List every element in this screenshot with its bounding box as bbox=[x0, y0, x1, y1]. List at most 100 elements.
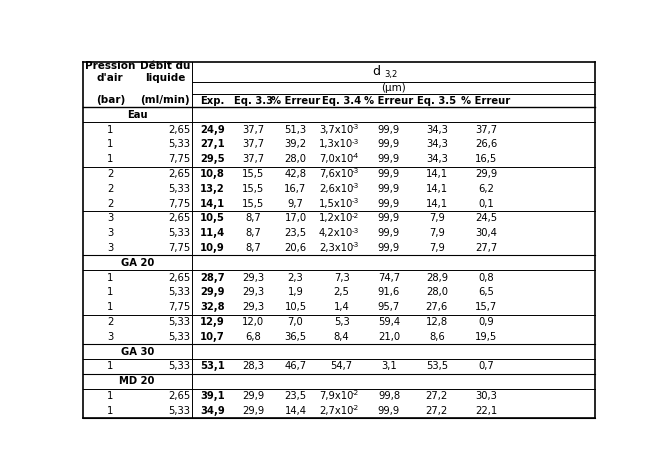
Text: 0,7: 0,7 bbox=[478, 361, 494, 372]
Text: GA 30: GA 30 bbox=[120, 346, 154, 356]
Text: 46,7: 46,7 bbox=[284, 361, 307, 372]
Text: 10,5: 10,5 bbox=[200, 213, 225, 223]
Text: 91,6: 91,6 bbox=[378, 287, 400, 297]
Text: 15,5: 15,5 bbox=[242, 184, 264, 194]
Text: 15,5: 15,5 bbox=[242, 199, 264, 209]
Text: 34,3: 34,3 bbox=[426, 139, 447, 149]
Text: 20,6: 20,6 bbox=[284, 243, 307, 253]
Text: 2: 2 bbox=[107, 199, 114, 209]
Text: -2: -2 bbox=[352, 213, 359, 219]
Text: 23,5: 23,5 bbox=[284, 228, 307, 238]
Text: 2,6x10: 2,6x10 bbox=[319, 184, 353, 194]
Text: 0,9: 0,9 bbox=[478, 317, 494, 327]
Text: 5,33: 5,33 bbox=[168, 406, 190, 416]
Text: 1,2x10: 1,2x10 bbox=[319, 213, 353, 223]
Text: 2,5: 2,5 bbox=[334, 287, 350, 297]
Text: 26,6: 26,6 bbox=[475, 139, 497, 149]
Text: 74,7: 74,7 bbox=[378, 273, 400, 283]
Text: 5,33: 5,33 bbox=[168, 332, 190, 342]
Text: 10,9: 10,9 bbox=[200, 243, 225, 253]
Text: 2,65: 2,65 bbox=[168, 213, 190, 223]
Text: 37,7: 37,7 bbox=[242, 154, 264, 164]
Text: 7,3: 7,3 bbox=[334, 273, 350, 283]
Text: 14,1: 14,1 bbox=[200, 199, 225, 209]
Text: 99,9: 99,9 bbox=[378, 154, 400, 164]
Text: 14,1: 14,1 bbox=[426, 199, 448, 209]
Text: 5,33: 5,33 bbox=[168, 317, 190, 327]
Text: 34,3: 34,3 bbox=[426, 154, 447, 164]
Text: 53,1: 53,1 bbox=[200, 361, 225, 372]
Text: -3: -3 bbox=[352, 228, 359, 234]
Text: 27,1: 27,1 bbox=[200, 139, 225, 149]
Text: -3: -3 bbox=[352, 124, 359, 130]
Text: 29,3: 29,3 bbox=[242, 302, 264, 312]
Text: 37,7: 37,7 bbox=[242, 139, 264, 149]
Text: 42,8: 42,8 bbox=[284, 169, 307, 179]
Text: 22,1: 22,1 bbox=[475, 406, 497, 416]
Text: 37,7: 37,7 bbox=[242, 125, 264, 135]
Text: 34,3: 34,3 bbox=[426, 125, 447, 135]
Text: 6,2: 6,2 bbox=[478, 184, 494, 194]
Text: 7,9: 7,9 bbox=[429, 213, 445, 223]
Text: 5,3: 5,3 bbox=[334, 317, 350, 327]
Text: 3: 3 bbox=[107, 228, 114, 238]
Text: -3: -3 bbox=[352, 183, 359, 189]
Text: 11,4: 11,4 bbox=[200, 228, 225, 238]
Text: 29,3: 29,3 bbox=[242, 287, 264, 297]
Text: 28,7: 28,7 bbox=[200, 273, 225, 283]
Text: 32,8: 32,8 bbox=[200, 302, 225, 312]
Text: 12,0: 12,0 bbox=[242, 317, 264, 327]
Text: 1: 1 bbox=[107, 125, 114, 135]
Text: 21,0: 21,0 bbox=[378, 332, 400, 342]
Text: 7,0: 7,0 bbox=[288, 317, 303, 327]
Text: 2,65: 2,65 bbox=[168, 273, 190, 283]
Text: 3,7x10: 3,7x10 bbox=[319, 125, 353, 135]
Text: 7,9x10: 7,9x10 bbox=[319, 391, 353, 401]
Text: 3,1: 3,1 bbox=[381, 361, 397, 372]
Text: -4: -4 bbox=[352, 154, 359, 159]
Text: Eq. 3.5: Eq. 3.5 bbox=[417, 96, 457, 106]
Text: 3,2: 3,2 bbox=[384, 70, 397, 79]
Text: 1: 1 bbox=[107, 287, 114, 297]
Text: 95,7: 95,7 bbox=[378, 302, 400, 312]
Text: 99,9: 99,9 bbox=[378, 228, 400, 238]
Text: 39,2: 39,2 bbox=[284, 139, 307, 149]
Text: 53,5: 53,5 bbox=[426, 361, 448, 372]
Text: % Erreur: % Erreur bbox=[271, 96, 320, 106]
Text: 29,9: 29,9 bbox=[242, 391, 264, 401]
Text: 1: 1 bbox=[107, 391, 114, 401]
Text: 6,8: 6,8 bbox=[245, 332, 261, 342]
Text: 14,1: 14,1 bbox=[426, 184, 448, 194]
Text: 27,2: 27,2 bbox=[426, 406, 448, 416]
Text: 3: 3 bbox=[107, 213, 114, 223]
Text: 54,7: 54,7 bbox=[330, 361, 352, 372]
Text: 10,8: 10,8 bbox=[200, 169, 225, 179]
Text: 99,9: 99,9 bbox=[378, 199, 400, 209]
Text: 5,33: 5,33 bbox=[168, 184, 190, 194]
Text: 29,5: 29,5 bbox=[200, 154, 225, 164]
Text: (ml/min): (ml/min) bbox=[140, 94, 190, 105]
Text: 1: 1 bbox=[107, 361, 114, 372]
Text: d: d bbox=[373, 64, 381, 78]
Text: 99,9: 99,9 bbox=[378, 406, 400, 416]
Text: 36,5: 36,5 bbox=[284, 332, 307, 342]
Text: 15,7: 15,7 bbox=[475, 302, 497, 312]
Text: 37,7: 37,7 bbox=[475, 125, 497, 135]
Text: GA 20: GA 20 bbox=[120, 258, 154, 268]
Text: 12,9: 12,9 bbox=[200, 317, 225, 327]
Text: 30,3: 30,3 bbox=[475, 391, 497, 401]
Text: 5,33: 5,33 bbox=[168, 361, 190, 372]
Text: 99,9: 99,9 bbox=[378, 213, 400, 223]
Text: 0,1: 0,1 bbox=[478, 199, 494, 209]
Text: 7,9: 7,9 bbox=[429, 228, 445, 238]
Text: (bar): (bar) bbox=[96, 94, 125, 105]
Text: 8,7: 8,7 bbox=[245, 243, 261, 253]
Text: 8,6: 8,6 bbox=[429, 332, 445, 342]
Text: 99,8: 99,8 bbox=[378, 391, 400, 401]
Text: 99,9: 99,9 bbox=[378, 125, 400, 135]
Text: 7,9: 7,9 bbox=[429, 243, 445, 253]
Text: 99,9: 99,9 bbox=[378, 243, 400, 253]
Text: 8,7: 8,7 bbox=[245, 228, 261, 238]
Text: 24,9: 24,9 bbox=[200, 125, 225, 135]
Text: 27,2: 27,2 bbox=[426, 391, 448, 401]
